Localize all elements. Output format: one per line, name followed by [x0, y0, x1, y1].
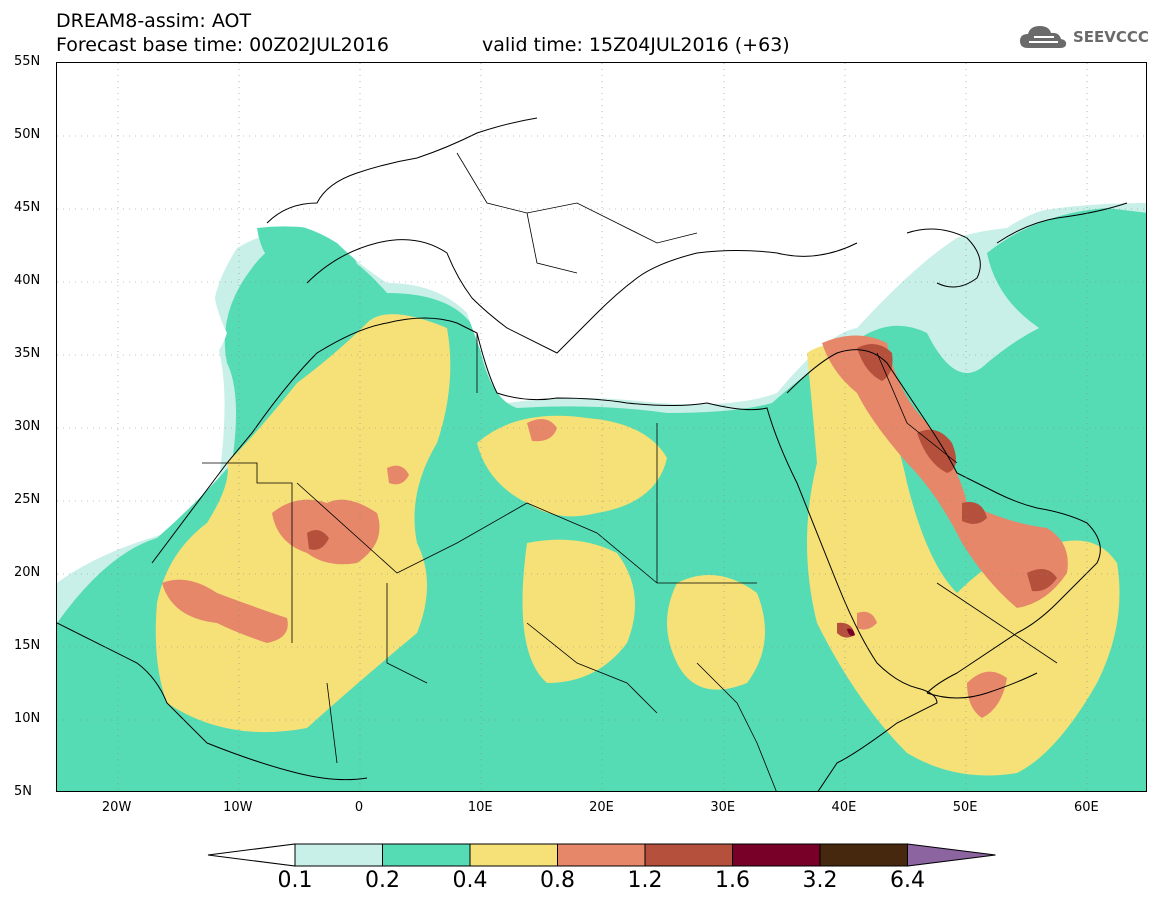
lat-label: 5N	[14, 784, 32, 799]
aot-band-1.2	[307, 344, 1057, 638]
lon-label: 50E	[952, 800, 978, 815]
colorbar-label: 0.8	[540, 868, 575, 893]
valid-time: valid time: 15Z04JUL2016 (+63)	[482, 34, 790, 56]
aot-band-1.6	[847, 628, 855, 636]
colorbar-label: 1.6	[715, 868, 750, 893]
aot-map	[56, 62, 1147, 792]
lat-label: 50N	[14, 127, 41, 142]
lat-label: 15N	[14, 638, 41, 653]
lon-label: 40E	[831, 800, 857, 815]
seevccc-logo: SEEVCCC	[1018, 22, 1149, 52]
colorbar-segment	[819, 843, 908, 867]
colorbar-segment	[557, 843, 646, 867]
lat-label: 40N	[14, 273, 41, 288]
colorbar-over-arrow	[907, 843, 996, 867]
lat-label: 30N	[14, 419, 41, 434]
country-borders	[202, 152, 1058, 791]
colorbar-label: 1.2	[627, 868, 663, 893]
lon-label: 30E	[710, 800, 736, 815]
forecast-base-time: Forecast base time: 00Z02JUL2016	[56, 34, 389, 56]
lon-label: 60E	[1073, 800, 1099, 815]
colorbar-label: 0.1	[277, 868, 313, 893]
lat-label: 35N	[14, 346, 41, 361]
colorbar-under-arrow	[207, 843, 296, 867]
lon-label: 10E	[467, 800, 493, 815]
colorbar-label: 0.4	[452, 868, 488, 893]
lon-label: 10W	[223, 800, 253, 815]
coastlines	[57, 117, 1128, 791]
cloud-icon	[1020, 26, 1067, 48]
colorbar-segment	[382, 843, 471, 867]
clear-north-region	[57, 63, 1146, 393]
colorbar-segment	[732, 843, 821, 867]
logo-text: SEEVCCC	[1073, 28, 1149, 46]
lat-label: 55N	[14, 54, 41, 69]
lon-label: 20W	[101, 800, 132, 815]
colorbar-segment	[644, 843, 733, 867]
lon-label: 0	[354, 800, 364, 815]
map-canvas	[57, 63, 1146, 791]
lat-label: 25N	[14, 492, 41, 507]
colorbar-segment	[294, 843, 383, 867]
lat-label: 10N	[14, 711, 41, 726]
lat-label: 20N	[14, 565, 41, 580]
colorbar-label: 3.2	[802, 868, 838, 893]
lat-label: 45N	[14, 200, 41, 215]
colorbar-label: 0.2	[365, 868, 400, 893]
colorbar-label: 6.4	[890, 868, 925, 893]
colorbar-segment	[469, 843, 558, 867]
map-title: DREAM8-assim: AOT	[56, 10, 252, 32]
lon-label: 20E	[589, 800, 614, 815]
